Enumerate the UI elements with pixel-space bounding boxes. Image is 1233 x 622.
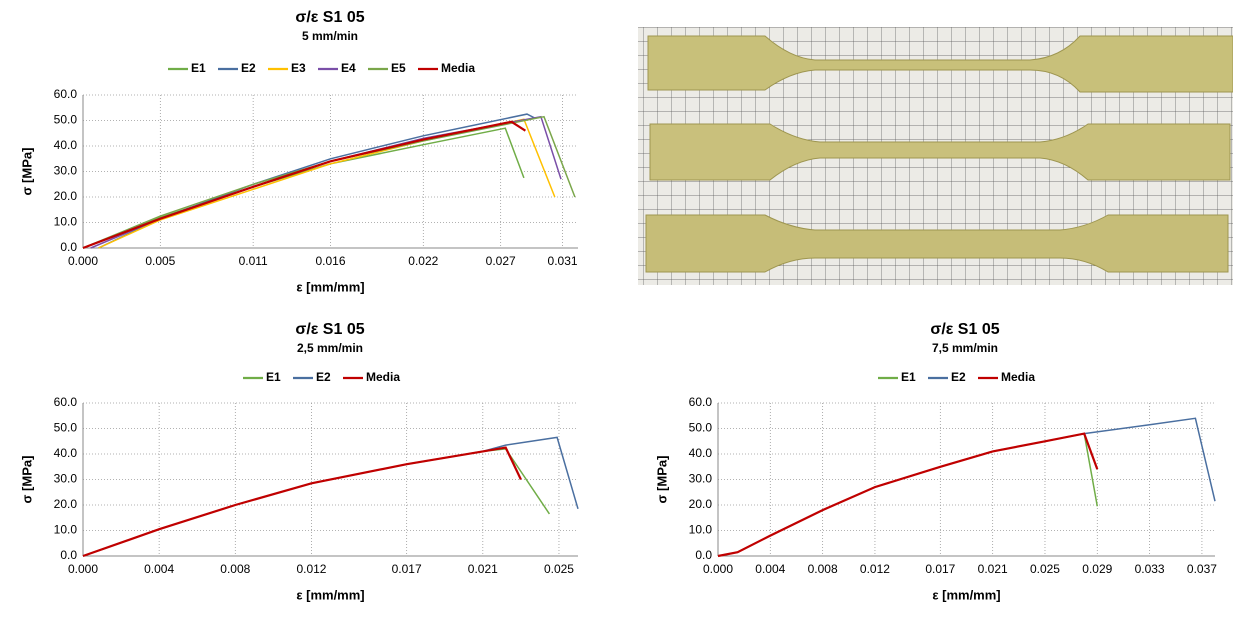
y-tick-label: 50.0 — [54, 113, 78, 127]
legend-label: E4 — [341, 61, 356, 75]
data-line — [717, 432, 1099, 558]
data-line — [82, 120, 526, 250]
legend-label: E3 — [291, 61, 306, 75]
x-tick-label: 0.022 — [408, 254, 438, 268]
y-tick-label: 50.0 — [689, 421, 713, 435]
data-line — [82, 448, 551, 557]
y-tick-label: 20.0 — [54, 497, 78, 511]
specimen — [647, 35, 1233, 93]
data-line — [82, 115, 576, 249]
x-tick-label: 0.027 — [486, 254, 516, 268]
legend: E1 E2 Media — [878, 370, 1035, 384]
data-line — [717, 432, 1099, 557]
x-tick-label: 0.037 — [1187, 562, 1217, 576]
chart-subtitle: 5 mm/min — [302, 29, 358, 43]
y-tick-label: 20.0 — [689, 497, 713, 511]
y-axis-label: σ [MPa] — [19, 456, 34, 504]
y-tick-label: 40.0 — [54, 446, 78, 460]
x-tick-label: 0.008 — [220, 562, 250, 576]
x-tick-label: 0.025 — [1030, 562, 1060, 576]
legend-label: E2 — [316, 370, 331, 384]
x-tick-label: 0.000 — [68, 254, 98, 268]
specimen — [649, 123, 1231, 181]
chart-title: σ/ε S1 05 — [295, 9, 364, 26]
legend-label: E2 — [951, 370, 966, 384]
x-tick-label: 0.005 — [145, 254, 175, 268]
legend-label: Media — [1001, 370, 1035, 384]
chart-title: σ/ε S1 05 — [930, 321, 999, 338]
legend-label: E5 — [391, 61, 406, 75]
y-tick-label: 20.0 — [54, 189, 78, 203]
legend: E1 E2 Media — [243, 370, 400, 384]
x-tick-label: 0.031 — [548, 254, 578, 268]
y-tick-label: 0.0 — [695, 548, 712, 562]
legend-label: Media — [441, 61, 475, 75]
chart-subtitle: 2,5 mm/min — [297, 341, 363, 355]
y-tick-label: 60.0 — [54, 87, 78, 101]
x-tick-label: 0.000 — [68, 562, 98, 576]
x-axis-label: ε [mm/mm] — [296, 279, 364, 294]
x-tick-label: 0.012 — [296, 562, 326, 576]
x-tick-label: 0.029 — [1082, 562, 1112, 576]
y-tick-label: 30.0 — [54, 164, 78, 178]
legend-label: Media — [366, 370, 400, 384]
x-tick-label: 0.004 — [755, 562, 785, 576]
legend-label: E1 — [901, 370, 916, 384]
legend: E1 E2 E3 E4 E5 Media — [168, 61, 475, 75]
y-tick-label: 30.0 — [689, 472, 713, 486]
y-tick-label: 0.0 — [60, 548, 77, 562]
x-tick-label: 0.011 — [239, 254, 268, 268]
legend-label: E1 — [191, 61, 206, 75]
x-tick-label: 0.017 — [392, 562, 422, 576]
data-line — [82, 446, 522, 558]
x-tick-label: 0.016 — [315, 254, 345, 268]
data-line — [90, 115, 562, 249]
chart-subtitle: 7,5 mm/min — [932, 341, 998, 355]
y-tick-label: 60.0 — [54, 395, 78, 409]
x-tick-label: 0.012 — [860, 562, 890, 576]
x-axis-label: ε [mm/mm] — [296, 587, 364, 602]
legend-label: E2 — [241, 61, 256, 75]
y-tick-label: 30.0 — [54, 472, 78, 486]
legend-label: E1 — [266, 370, 281, 384]
x-tick-label: 0.017 — [925, 562, 955, 576]
specimen-photo — [638, 27, 1233, 285]
x-tick-label: 0.004 — [144, 562, 174, 576]
chart-title: σ/ε S1 05 — [295, 321, 364, 338]
y-tick-label: 10.0 — [689, 523, 713, 537]
data-line — [98, 113, 536, 249]
x-tick-label: 0.008 — [808, 562, 838, 576]
data-line — [98, 118, 556, 249]
x-tick-label: 0.021 — [978, 562, 1008, 576]
y-tick-label: 60.0 — [689, 395, 713, 409]
y-tick-label: 10.0 — [54, 215, 78, 229]
y-tick-label: 50.0 — [54, 421, 78, 435]
x-tick-label: 0.021 — [468, 562, 498, 576]
x-axis-label: ε [mm/mm] — [932, 587, 1000, 602]
y-tick-label: 40.0 — [689, 446, 713, 460]
y-axis-label: σ [MPa] — [654, 456, 669, 504]
x-tick-label: 0.033 — [1135, 562, 1165, 576]
y-tick-label: 0.0 — [60, 240, 77, 254]
data-line — [717, 417, 1216, 557]
x-tick-label: 0.000 — [703, 562, 733, 576]
specimen — [645, 214, 1229, 273]
data-line — [82, 436, 579, 557]
y-tick-label: 10.0 — [54, 523, 78, 537]
y-tick-label: 40.0 — [54, 138, 78, 152]
y-axis-label: σ [MPa] — [19, 148, 34, 196]
x-tick-label: 0.025 — [544, 562, 574, 576]
